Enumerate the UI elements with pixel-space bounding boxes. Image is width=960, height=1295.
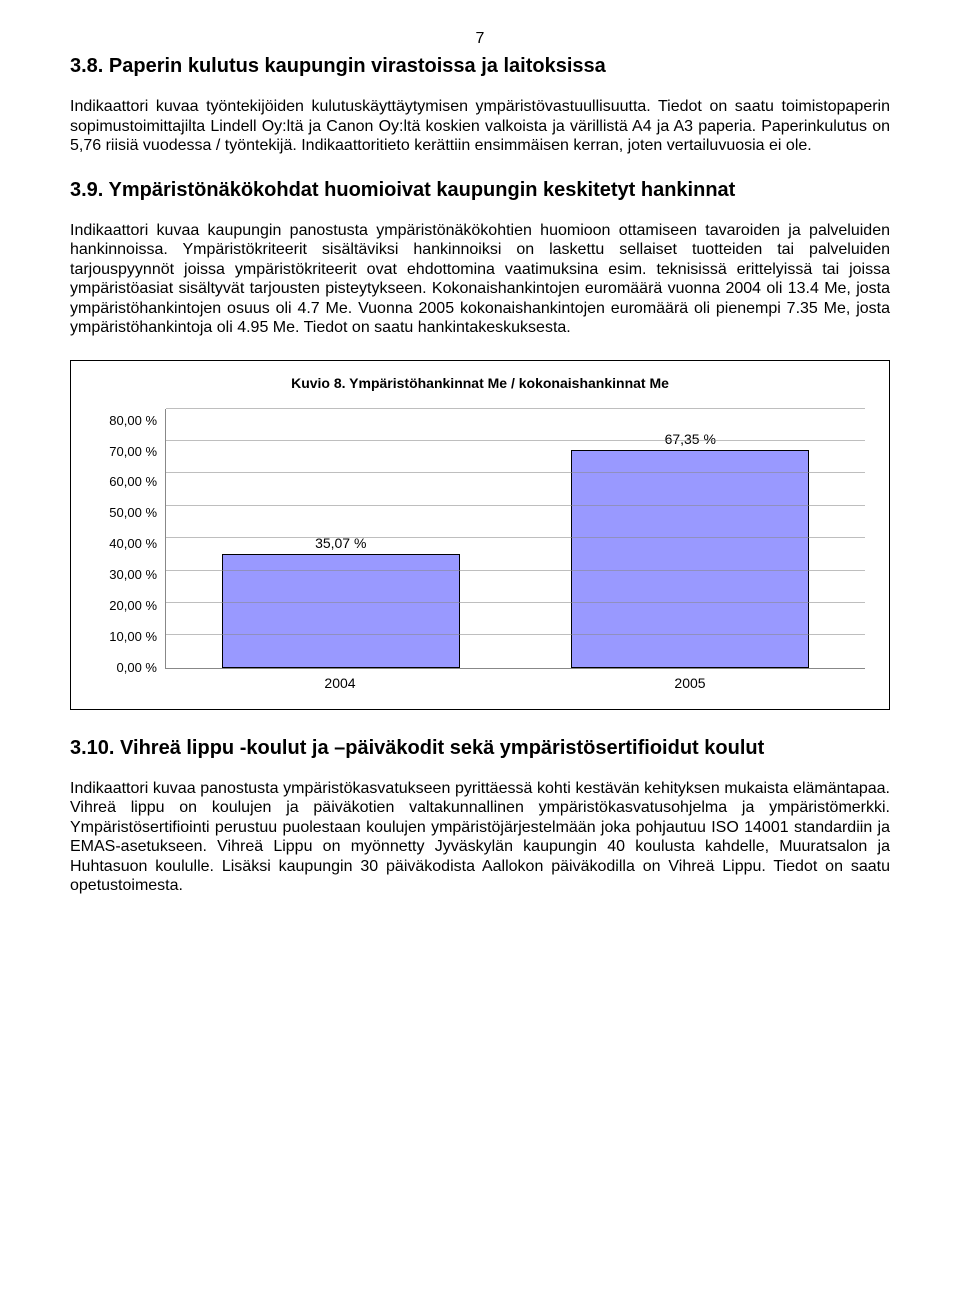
y-tick: 60,00 %: [95, 475, 157, 488]
heading-3-9: 3.9. Ympäristönäkökohdat huomioivat kaup…: [70, 178, 890, 203]
x-axis-label: 2004: [165, 675, 515, 691]
y-tick: 40,00 %: [95, 537, 157, 550]
page-number: 7: [70, 30, 890, 48]
y-tick: 20,00 %: [95, 599, 157, 612]
chart-title: Kuvio 8. Ympäristöhankinnat Me / kokonai…: [95, 375, 865, 391]
chart-area: 80,00 % 70,00 % 60,00 % 50,00 % 40,00 % …: [95, 409, 865, 669]
y-tick: 80,00 %: [95, 414, 157, 427]
plot-area: 35,07 % 67,35 %: [165, 409, 865, 669]
body-3-8: Indikaattori kuvaa työntekijöiden kulutu…: [70, 97, 890, 156]
heading-3-8: 3.8. Paperin kulutus kaupungin virastois…: [70, 54, 890, 79]
bar: 35,07 %: [222, 554, 460, 668]
y-tick: 10,00 %: [95, 630, 157, 643]
page-root: 7 3.8. Paperin kulutus kaupungin virasto…: [0, 0, 960, 958]
bar-slot: 67,35 %: [516, 409, 866, 668]
x-axis-label: 2005: [515, 675, 865, 691]
bars-container: 35,07 % 67,35 %: [166, 409, 865, 668]
y-axis: 80,00 % 70,00 % 60,00 % 50,00 % 40,00 % …: [95, 409, 165, 669]
y-tick: 30,00 %: [95, 568, 157, 581]
chart-kuvio-8: Kuvio 8. Ympäristöhankinnat Me / kokonai…: [70, 360, 890, 710]
y-tick: 50,00 %: [95, 506, 157, 519]
bar-value-label: 67,35 %: [665, 431, 716, 447]
bar-slot: 35,07 %: [166, 409, 516, 668]
y-tick: 70,00 %: [95, 445, 157, 458]
x-axis: 20042005: [165, 675, 865, 691]
body-3-10: Indikaattori kuvaa panostusta ympäristök…: [70, 779, 890, 896]
heading-3-10: 3.10. Vihreä lippu -koulut ja –päiväkodi…: [70, 736, 890, 761]
body-3-9: Indikaattori kuvaa kaupungin panostusta …: [70, 221, 890, 338]
y-tick: 0,00 %: [95, 661, 157, 674]
